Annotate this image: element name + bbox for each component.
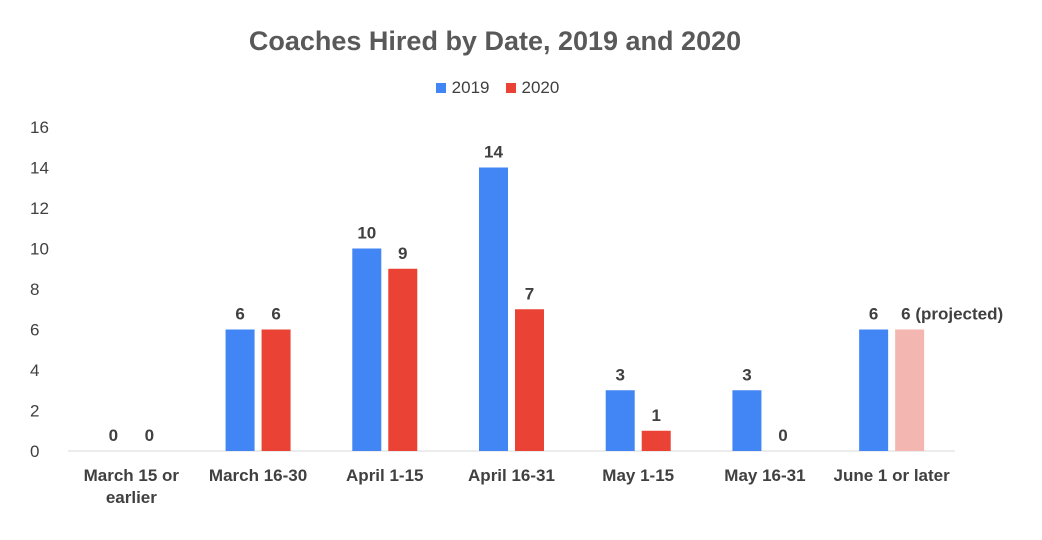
bar-2019-4 [605, 390, 635, 451]
legend: 2019 2020 [0, 78, 995, 98]
data-label-2020-5: 0 [778, 426, 787, 445]
bar-2020-6 [895, 329, 925, 451]
data-label-2020-1: 6 [271, 305, 280, 324]
data-label-2019-3: 14 [484, 143, 503, 162]
y-tick-label-2: 2 [30, 402, 39, 421]
y-tick-label-16: 16 [30, 118, 49, 137]
legend-label-2019: 2019 [451, 78, 490, 97]
bar-2019-2 [352, 248, 382, 451]
bar-2020-1 [261, 329, 291, 451]
data-label-2019-1: 6 [235, 305, 244, 324]
chart-title: Coaches Hired by Date, 2019 and 2020 [248, 26, 742, 56]
data-label-2020-3: 7 [525, 284, 534, 303]
bar-2019-3 [479, 167, 508, 451]
legend-item-2019: 2019 [435, 78, 490, 98]
data-label-2019-2: 10 [357, 224, 376, 243]
bar-2020-4 [641, 430, 671, 451]
y-tick-label-6: 6 [30, 321, 39, 340]
y-tick-label-14: 14 [30, 159, 49, 178]
y-tick-label-4: 4 [30, 361, 39, 380]
legend-item-2020: 2020 [505, 78, 560, 98]
data-label-2019-5: 3 [742, 365, 751, 384]
y-tick-label-12: 12 [30, 199, 49, 218]
data-label-2019-4: 3 [615, 365, 624, 384]
x-tick-label-5-0: May 16-31 [724, 466, 805, 485]
x-tick-label-0-0: March 15 or [84, 466, 180, 485]
bar-2020-2 [388, 268, 418, 451]
data-label-2020-6: 6 (projected) [901, 305, 1003, 324]
data-label-2020-0: 0 [145, 426, 154, 445]
bar-2019-6 [859, 329, 889, 451]
data-label-2020-2: 9 [398, 244, 407, 263]
legend-label-2020: 2020 [521, 78, 560, 97]
data-label-2020-4: 1 [651, 406, 660, 425]
x-tick-label-2-0: April 1-15 [346, 466, 423, 485]
bar-2019-5 [732, 390, 762, 451]
legend-swatch-2020 [505, 83, 516, 93]
x-tick-label-4-0: May 1-15 [602, 466, 674, 485]
y-tick-label-0: 0 [30, 442, 39, 461]
data-label-2019-0: 0 [109, 426, 118, 445]
y-tick-label-8: 8 [30, 280, 39, 299]
x-tick-label-1-0: March 16-30 [209, 466, 307, 485]
y-tick-label-10: 10 [30, 240, 49, 259]
x-tick-label-3-0: April 16-31 [468, 466, 555, 485]
legend-swatch-2019 [435, 83, 446, 93]
bar-2019-1 [225, 329, 255, 451]
x-tick-label-0-1: earlier [106, 488, 157, 507]
bar-2020-3 [515, 309, 544, 451]
x-tick-label-6-0: June 1 or later [834, 466, 951, 485]
data-label-2019-6: 6 [869, 305, 878, 324]
